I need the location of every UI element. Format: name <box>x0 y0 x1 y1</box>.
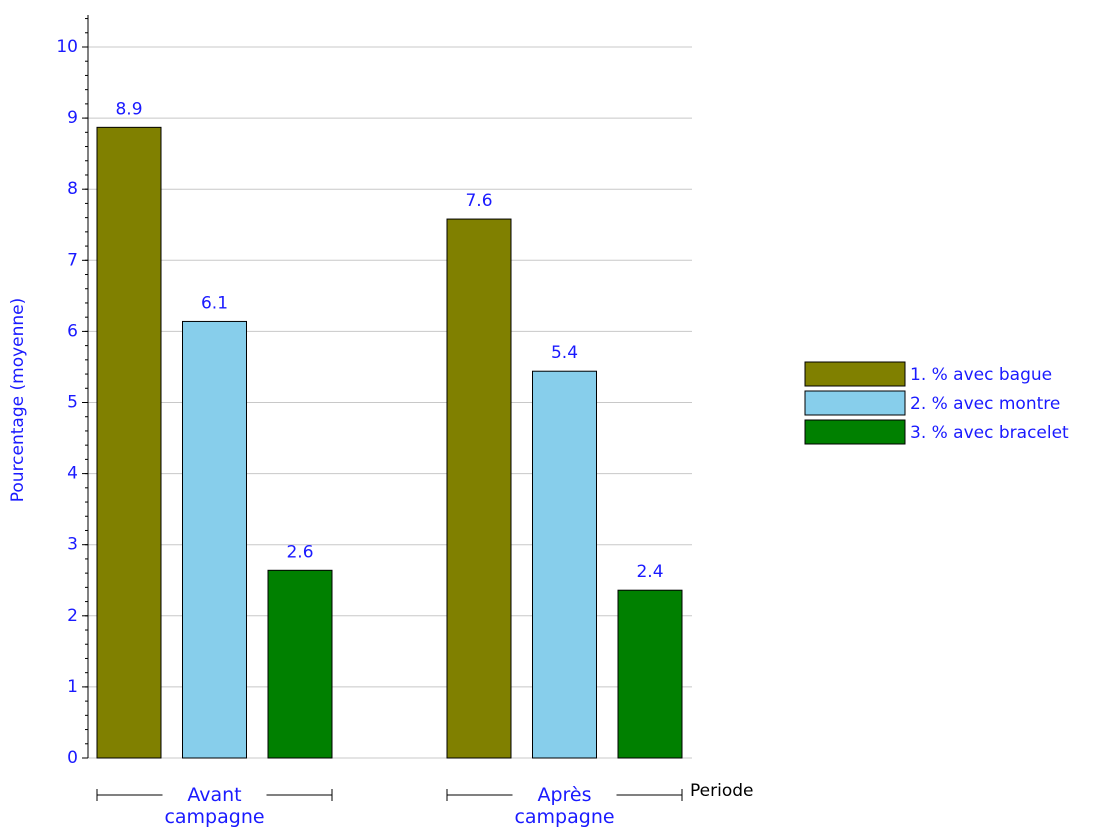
y-axis-title: Pourcentage (moyenne) <box>8 298 28 503</box>
y-tick-label: 5 <box>67 392 78 412</box>
value-label: 6.1 <box>201 293 228 313</box>
bar <box>446 218 512 759</box>
legend-swatch <box>804 361 906 387</box>
y-tick-label: 10 <box>56 37 78 57</box>
bar <box>532 370 597 759</box>
bar <box>617 589 683 759</box>
bar <box>96 126 162 759</box>
x-axis-title: Periode <box>690 781 753 801</box>
x-tick-label: Après campagne <box>514 784 615 828</box>
value-label: 7.6 <box>465 191 492 211</box>
legend-swatch <box>804 390 906 416</box>
y-tick-label: 8 <box>67 179 78 199</box>
bar <box>267 569 333 759</box>
value-label: 5.4 <box>551 343 578 363</box>
y-tick-label: 2 <box>67 606 78 626</box>
legend-label: 2. % avec montre <box>910 394 1060 414</box>
bar <box>182 320 247 759</box>
legend-label: 3. % avec bracelet <box>910 423 1069 443</box>
y-tick-label: 1 <box>67 677 78 697</box>
value-label: 2.6 <box>286 542 313 562</box>
y-tick-label: 3 <box>67 535 78 555</box>
y-tick-label: 4 <box>67 464 78 484</box>
y-tick-label: 6 <box>67 321 78 341</box>
y-tick-label: 0 <box>67 748 78 768</box>
legend-label: 1. % avec bague <box>910 365 1052 385</box>
value-label: 8.9 <box>115 99 142 119</box>
legend-swatch <box>804 419 906 445</box>
value-label: 2.4 <box>636 562 663 582</box>
y-tick-label: 7 <box>67 250 78 270</box>
y-tick-label: 9 <box>67 108 78 128</box>
x-tick-label: Avant campagne <box>164 784 265 828</box>
